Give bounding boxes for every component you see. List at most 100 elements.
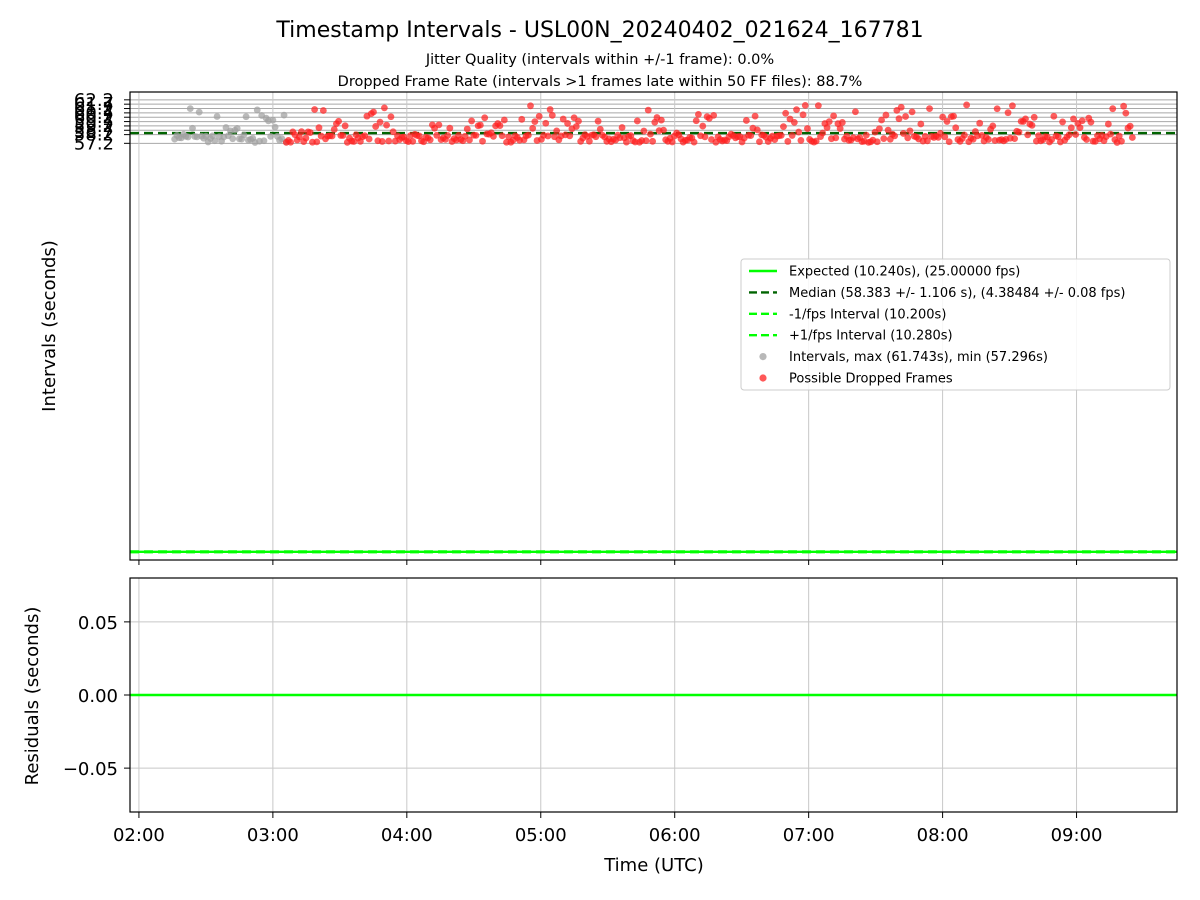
x-axis-label: Time (UTC)	[603, 855, 704, 876]
dropped-frame-point	[1104, 120, 1112, 128]
dropped-frame-point	[832, 134, 840, 142]
dropped-frame-point	[313, 138, 321, 146]
dropped-frame-point	[524, 131, 532, 139]
dropped-frame-point	[784, 138, 792, 145]
dropped-frame-point	[985, 136, 992, 143]
x-tick-label: 03:00	[247, 825, 299, 846]
dropped-frame-point	[1009, 102, 1016, 110]
dropped-frame-point	[649, 137, 657, 145]
dropped-frame-point	[529, 124, 537, 132]
dropped-frame-point	[780, 123, 787, 131]
dropped-frame-point	[640, 127, 648, 135]
dropped-frame-point	[1028, 121, 1036, 129]
dropped-frame-point	[993, 105, 1001, 113]
dropped-frame-point	[873, 138, 881, 146]
dropped-frame-point	[699, 122, 707, 130]
dropped-frame-point	[1120, 102, 1128, 110]
dropped-frame-point	[939, 113, 947, 121]
dropped-frame-point	[1126, 122, 1134, 130]
dropped-frame-point	[426, 136, 434, 144]
intervals-y-tick-label: 57.2	[74, 133, 114, 154]
dropped-frame-point	[945, 138, 953, 146]
dropped-frame-point	[594, 117, 602, 125]
dropped-frame-point	[623, 138, 630, 146]
dropped-frame-point	[742, 117, 750, 124]
residuals-panel: 0.05 0.00 −0.05 02:00 03:00 04:00 05:00 06:00 0…	[22, 577, 1178, 876]
x-tick-label: 09:00	[1051, 825, 1103, 846]
dropped-frame-point	[1109, 105, 1117, 113]
dropped-frame-point	[1070, 115, 1077, 123]
legend-box	[740, 258, 1171, 391]
dropped-frame-point	[804, 125, 811, 132]
dropped-frame-point	[899, 130, 907, 137]
interval-point	[184, 133, 192, 141]
dropped-frame-point	[633, 117, 641, 125]
legend-entry-label: Expected (10.240s), (25.00000 fps)	[789, 265, 1020, 280]
dropped-frame-point	[1076, 124, 1084, 132]
dropped-frame-point	[657, 116, 665, 124]
dropped-frame-point	[463, 125, 471, 133]
dropped-frame-point	[1004, 109, 1012, 117]
dropped-frame-point	[295, 133, 303, 141]
dropped-frame-point	[897, 103, 905, 111]
legend-entry-label: Median (58.383 +/- 1.106 s), (4.38484 +/…	[789, 286, 1125, 301]
dropped-frame-point	[365, 135, 373, 143]
dropped-frame-point	[330, 126, 338, 133]
dropped-frame-point	[819, 129, 827, 137]
dropped-frame-point	[527, 102, 534, 110]
dropped-frame-point	[1067, 124, 1075, 132]
dropped-frame-point	[498, 132, 506, 140]
dropped-frame-point	[963, 101, 971, 109]
dropped-frame-point	[572, 123, 580, 130]
dropped-frame-point	[926, 105, 933, 113]
dropped-frame-point	[1024, 131, 1032, 139]
dropped-frame-point	[1118, 137, 1125, 145]
dropped-frame-point	[341, 122, 349, 130]
dropped-frame-point	[852, 108, 859, 116]
dropped-frame-point	[380, 104, 388, 112]
dropped-frame-point	[546, 106, 554, 113]
dropped-frame-point	[875, 125, 883, 133]
dropped-frame-point	[1065, 131, 1073, 139]
dropped-frame-point	[1107, 130, 1114, 138]
intervals-y-tick-label: 58.7	[74, 120, 114, 141]
dropped-frame-point	[836, 125, 844, 132]
dropped-frame-point	[1128, 134, 1136, 141]
dropped-frame-point	[298, 128, 305, 136]
dropped-frame-point	[814, 102, 822, 110]
dropped-frame-point	[490, 132, 497, 140]
interval-point	[233, 124, 241, 132]
dropped-frame-point	[838, 119, 846, 126]
dropped-frame-point	[302, 134, 310, 142]
dropped-frame-point	[825, 118, 833, 125]
interval-point	[229, 135, 237, 143]
dropped-frame-point	[319, 107, 327, 114]
dropped-frame-point	[378, 138, 386, 145]
dropped-frame-point	[902, 113, 909, 120]
dropped-frame-point	[801, 101, 809, 109]
dropped-frame-point	[564, 120, 571, 127]
dropped-frame-point	[943, 118, 951, 125]
dropped-frame-point	[376, 118, 384, 126]
dropped-frame-point	[989, 122, 997, 130]
dropped-frame-point	[1059, 118, 1066, 126]
dropped-frame-point	[793, 106, 800, 114]
intervals-y-tick-label: 61.7	[74, 94, 114, 115]
dropped-frame-point	[976, 119, 984, 127]
interval-point	[195, 108, 203, 116]
interval-point	[280, 111, 288, 119]
dropped-frame-point	[788, 132, 796, 139]
dropped-frame-point	[518, 115, 526, 123]
dropped-frame-point	[535, 112, 543, 120]
intervals-y-tick-label: 60.7	[74, 103, 114, 124]
dropped-frame-point	[644, 106, 652, 114]
dropped-frame-point	[923, 137, 931, 145]
intervals-y-tick-label: 59.2	[74, 116, 114, 137]
dropped-frame-point	[335, 117, 343, 125]
chart-subtitle-jitter: Jitter Quality (intervals within +/-1 fr…	[425, 52, 774, 68]
residuals-y-tick-label: 0.00	[78, 686, 118, 707]
dropped-frame-point	[795, 128, 803, 136]
intervals-y-tick-label: 59.7	[74, 112, 114, 133]
dropped-frame-point	[782, 109, 790, 117]
